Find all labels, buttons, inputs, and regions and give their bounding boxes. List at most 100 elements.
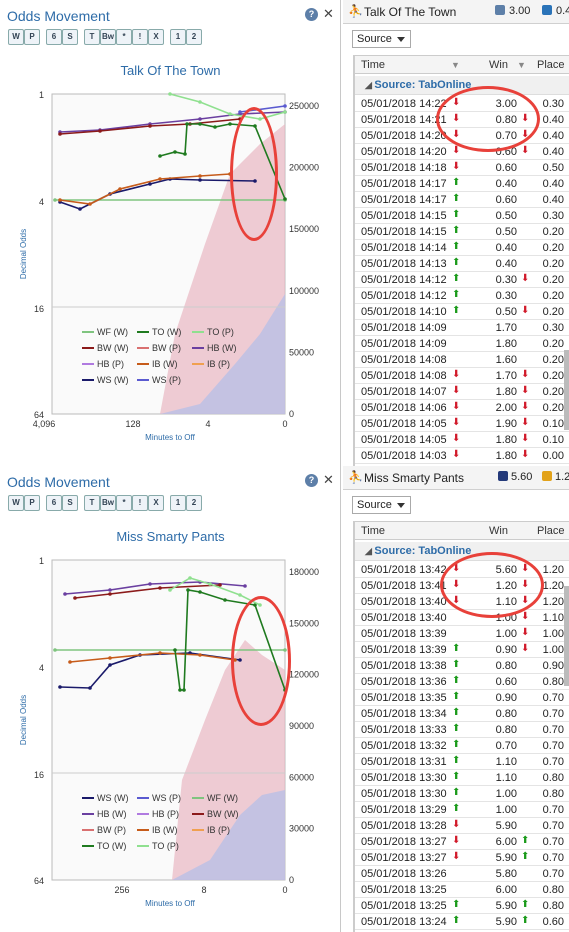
toolbar-button-9[interactable]: 1 [170,29,186,45]
close-icon[interactable]: ✕ [323,472,334,487]
toolbar-button-7[interactable]: ! [132,29,148,45]
arrow-down-icon: ⬇ [521,611,530,622]
time-cell: 05/01/2018 13:32 [361,740,447,752]
source-dropdown[interactable]: Source [352,496,411,514]
table-row[interactable]: 05/01/2018 14:05 ⬇ 1.90 ⬇ 0.10 [355,416,569,432]
table-row[interactable]: 05/01/2018 13:27 ⬇ 6.00 ⬆ 0.70 [355,834,569,850]
table-row[interactable]: 05/01/2018 13:24 ⬆ 5.90 ⬆ 0.60 [355,914,569,930]
close-icon[interactable]: ✕ [323,6,334,21]
help-icon[interactable]: ? [305,474,318,487]
table-row[interactable]: 05/01/2018 13:32 ⬆ 0.70 0.70 [355,738,569,754]
time-cell: 05/01/2018 13:39 [361,628,447,640]
table-row[interactable]: 05/01/2018 14:15 ⬆ 0.50 0.20 [355,224,569,240]
table-row[interactable]: 05/01/2018 14:08 ⬇ 1.70 ⬇ 0.20 [355,368,569,384]
table-row[interactable]: 05/01/2018 13:26 5.80 0.70 [355,866,569,882]
table-row[interactable]: 05/01/2018 14:13 ⬆ 0.40 0.20 [355,256,569,272]
filter-icon[interactable]: ▼ [451,60,460,70]
table-row[interactable]: 05/01/2018 14:08 1.60 0.20 [355,352,569,368]
table-row[interactable]: 05/01/2018 13:39 ⬆ 0.90 ⬇ 1.00 [355,642,569,658]
table-row[interactable]: 05/01/2018 13:31 ⬆ 1.10 0.70 [355,754,569,770]
table-row[interactable]: 05/01/2018 14:14 ⬆ 0.40 0.20 [355,240,569,256]
place-cell: 0.70 [542,692,564,704]
toolbar-button-0[interactable]: W [8,495,24,511]
col-time[interactable]: Time [361,525,386,537]
toolbar-button-6[interactable]: * [116,495,132,511]
table-row[interactable]: 05/01/2018 14:17 ⬆ 0.40 0.40 [355,176,569,192]
scrollbar[interactable] [564,586,569,686]
table-row[interactable]: 05/01/2018 13:28 ⬇ 5.90 0.70 [355,818,569,834]
arrow-down-icon: ⬇ [521,145,530,156]
table-row[interactable]: 05/01/2018 13:35 ⬆ 0.90 0.70 [355,690,569,706]
help-icon[interactable]: ? [305,8,318,21]
table-row[interactable]: 05/01/2018 13:40 1.00 ⬇ 1.10 [355,610,569,626]
col-time[interactable]: Time [361,59,386,71]
toolbar-button-8[interactable]: X [148,29,164,45]
arrow-down-icon: ⬇ [521,417,530,428]
toolbar-button-7[interactable]: ! [132,495,148,511]
time-cell: 05/01/2018 14:18 [361,162,447,174]
table-row[interactable]: 05/01/2018 14:12 ⬆ 0.30 0.20 [355,288,569,304]
table-row[interactable]: 05/01/2018 13:25 6.00 0.80 [355,882,569,898]
table-row[interactable]: 05/01/2018 14:06 ⬇ 2.00 ⬇ 0.20 [355,400,569,416]
toolbar-button-10[interactable]: 2 [186,495,202,511]
table-row[interactable]: 05/01/2018 13:33 ⬆ 0.80 0.70 [355,722,569,738]
toolbar-button-2[interactable]: 6 [46,29,62,45]
table-row[interactable]: 05/01/2018 14:05 ⬇ 1.80 ⬇ 0.10 [355,432,569,448]
table-row[interactable]: 05/01/2018 14:07 ⬇ 1.80 ⬇ 0.20 [355,384,569,400]
toolbar-button-4[interactable]: T [84,495,100,511]
toolbar-button-2[interactable]: 6 [46,495,62,511]
column-header: Time ▼ Win ▼ Place [355,55,569,74]
table-row[interactable]: 05/01/2018 14:10 ⬆ 0.50 ⬇ 0.20 [355,304,569,320]
table-row[interactable]: 05/01/2018 13:30 ⬆ 1.10 0.80 [355,770,569,786]
table-row[interactable]: 05/01/2018 14:03 ⬇ 1.80 ⬇ 0.00 [355,448,569,464]
annotation-ring [440,552,544,618]
toolbar-button-5[interactable]: Bw [100,29,116,45]
table-row[interactable]: 05/01/2018 14:18 ⬇ 0.60 0.50 [355,160,569,176]
toolbar-button-1[interactable]: P [24,495,40,511]
legend-label: TO (W) [97,841,126,851]
table-row[interactable]: 05/01/2018 13:39 1.00 ⬇ 1.00 [355,626,569,642]
source-dropdown[interactable]: Source [352,30,411,48]
toolbar-button-6[interactable]: * [116,29,132,45]
time-cell: 05/01/2018 14:15 [361,226,447,238]
toolbar-button-4[interactable]: T [84,29,100,45]
annotation-ring [230,107,278,241]
col-place[interactable]: Place [537,525,565,537]
arrow-down-icon: ⬇ [452,851,461,862]
table-row[interactable]: 05/01/2018 14:12 ⬆ 0.30 ⬇ 0.20 [355,272,569,288]
table-row[interactable]: 05/01/2018 13:36 ⬆ 0.60 0.80 [355,674,569,690]
time-cell: 05/01/2018 14:10 [361,306,447,318]
table-row[interactable]: 05/01/2018 13:38 ⬆ 0.80 0.90 [355,658,569,674]
place-cell: 0.20 [542,402,564,414]
toolbar-button-3[interactable]: S [62,495,78,511]
col-win[interactable]: Win [489,525,508,537]
toolbar-button-0[interactable]: W [8,29,24,45]
toolbar-button-8[interactable]: X [148,495,164,511]
table-row[interactable]: 05/01/2018 14:17 ⬆ 0.60 0.40 [355,192,569,208]
filter-icon[interactable]: ▼ [517,60,526,70]
col-win[interactable]: Win [489,59,508,71]
y2-tick-label: 50000 [289,347,314,357]
toolbar-button-5[interactable]: Bw [100,495,116,511]
win-icon [495,5,505,15]
toolbar-button-10[interactable]: 2 [186,29,202,45]
toolbar-button-1[interactable]: P [24,29,40,45]
y2-tick-label: 150000 [289,618,319,628]
data-point [108,592,112,596]
col-place[interactable]: Place [537,59,565,71]
table-row[interactable]: 05/01/2018 13:29 ⬆ 1.00 0.70 [355,802,569,818]
arrow-up-icon: ⬆ [452,209,461,220]
toolbar-button-9[interactable]: 1 [170,495,186,511]
table-row[interactable]: 05/01/2018 14:15 ⬆ 0.50 0.30 [355,208,569,224]
table-row[interactable]: 05/01/2018 13:27 ⬇ 5.90 ⬆ 0.70 [355,850,569,866]
table-row[interactable]: 05/01/2018 14:09 1.80 0.20 [355,336,569,352]
table-row[interactable]: 05/01/2018 14:09 1.70 0.30 [355,320,569,336]
toolbar-button-3[interactable]: S [62,29,78,45]
scrollbar[interactable] [564,350,569,430]
table-row[interactable]: 05/01/2018 14:20 ⬇ 0.60 ⬇ 0.40 [355,144,569,160]
odds-panel-1: Odds Movement ? ✕ W P 6 S T Bw *! X 1 2 Talk Of T… [0,0,341,466]
table-row[interactable]: 05/01/2018 13:25 ⬆ 5.90 ⬆ 0.80 [355,898,569,914]
table-row[interactable]: 05/01/2018 13:30 ⬆ 1.00 0.80 [355,786,569,802]
place-cell: 0.70 [542,836,564,848]
table-row[interactable]: 05/01/2018 13:34 ⬆ 0.80 0.70 [355,706,569,722]
